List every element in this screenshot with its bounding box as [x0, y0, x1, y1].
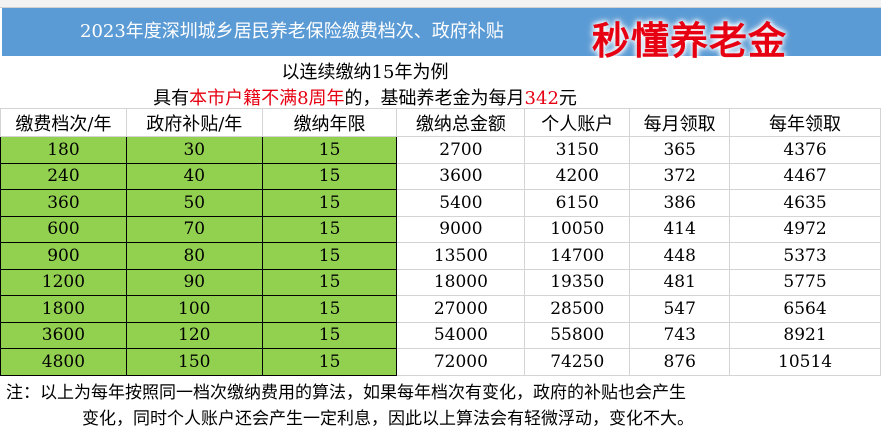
condition-post: 元	[558, 88, 577, 109]
table-cell[interactable]: 1200	[0, 268, 127, 296]
table-cell[interactable]: 360	[0, 189, 127, 217]
table-cell[interactable]: 72000	[396, 348, 526, 376]
table-cell[interactable]: 547	[629, 295, 731, 323]
table-cell[interactable]: 3600	[0, 321, 127, 349]
table-cell[interactable]: 8921	[729, 321, 881, 349]
table-row: 180 30 15 2700 3150 365 4376	[0, 136, 881, 164]
table-cell[interactable]: 100	[125, 295, 263, 323]
banner-title: 2023年度深圳城乡居民养老保险缴费档次、政府补贴	[80, 21, 504, 42]
table-cell[interactable]: 10050	[524, 215, 631, 243]
table-cell[interactable]: 372	[629, 162, 731, 190]
table-cell[interactable]: 15	[261, 162, 398, 190]
table-cell[interactable]: 15	[261, 295, 398, 323]
condition-highlight: 本市户籍不满8周年	[189, 88, 345, 109]
table-cell[interactable]: 70	[125, 215, 263, 243]
watermark-stamp: 秒懂养老金	[592, 19, 788, 63]
condition-pre: 具有	[153, 88, 190, 109]
column-header: 政府补贴/年	[125, 108, 263, 137]
table-cell[interactable]: 15	[261, 348, 398, 376]
column-header: 每月领取	[629, 108, 731, 137]
table-cell[interactable]: 3600	[396, 162, 526, 190]
table-cell[interactable]: 30	[125, 136, 263, 164]
subtitle: 以连续缴纳15年为例	[281, 62, 449, 83]
table-cell[interactable]: 54000	[396, 321, 526, 349]
table-cell[interactable]: 15	[261, 242, 398, 270]
table-cell[interactable]: 240	[0, 162, 127, 190]
table-cell[interactable]: 74250	[524, 348, 631, 376]
table-cell[interactable]: 448	[629, 242, 731, 270]
footnote: 注：以上为每年按照同一档次缴纳费用的算法，如果每年档次有变化，政府的补贴也会产生…	[6, 380, 881, 432]
column-header: 每年领取	[729, 108, 881, 137]
column-header-strip	[0, 0, 881, 8]
table-cell[interactable]: 13500	[396, 242, 526, 270]
table-row: 1200 90 15 18000 19350 481 5775	[0, 268, 881, 296]
table-cell[interactable]: 5775	[729, 268, 881, 296]
table-cell[interactable]: 15	[261, 268, 398, 296]
table-cell[interactable]: 15	[261, 215, 398, 243]
table-cell[interactable]: 6564	[729, 295, 881, 323]
table-cell[interactable]: 90	[125, 268, 263, 296]
table-cell[interactable]: 1800	[0, 295, 127, 323]
table-cell[interactable]: 80	[125, 242, 263, 270]
table-row: 600 70 15 9000 10050 414 4972	[0, 215, 881, 243]
table-cell[interactable]: 15	[261, 136, 398, 164]
column-header: 个人账户	[524, 108, 631, 137]
condition-mid: 的，基础养老金为每月	[344, 88, 525, 109]
table-row: 4800 150 15 72000 74250 876 10514	[0, 348, 881, 376]
table-cell[interactable]: 4972	[729, 215, 881, 243]
table-cell[interactable]: 55800	[524, 321, 631, 349]
table-cell[interactable]: 4635	[729, 189, 881, 217]
table-cell[interactable]: 120	[125, 321, 263, 349]
note-line-2: 变化，同时个人账户还会产生一定利息，因此以上算法会有轻微浮动，变化不大。	[82, 409, 694, 429]
table-cell[interactable]: 386	[629, 189, 731, 217]
table-cell[interactable]: 19350	[524, 268, 631, 296]
table-cell[interactable]: 4800	[0, 348, 127, 376]
table-cell[interactable]: 600	[0, 215, 127, 243]
table-cell[interactable]: 180	[0, 136, 127, 164]
table-cell[interactable]: 6150	[524, 189, 631, 217]
column-header: 缴纳年限	[261, 108, 398, 137]
table-cell[interactable]: 10514	[729, 348, 881, 376]
table-cell[interactable]: 481	[629, 268, 731, 296]
table-row: 360 50 15 5400 6150 386 4635	[0, 189, 881, 217]
table-cell[interactable]: 50	[125, 189, 263, 217]
table-cell[interactable]: 15	[261, 321, 398, 349]
condition-amount: 342	[524, 88, 559, 109]
table-row: 3600 120 15 54000 55800 743 8921	[0, 321, 881, 349]
table-row: 1800 100 15 27000 28500 547 6564	[0, 295, 881, 323]
table-cell[interactable]: 9000	[396, 215, 526, 243]
table-cell[interactable]: 414	[629, 215, 731, 243]
table-cell[interactable]: 365	[629, 136, 731, 164]
table-cell[interactable]: 2700	[396, 136, 526, 164]
title-banner: 2023年度深圳城乡居民养老保险缴费档次、政府补贴	[2, 8, 881, 56]
pension-table: 缴费档次/年 政府补贴/年 缴纳年限 缴纳总金额 个人账户 每月领取 每年领取 180 30 15…	[0, 108, 881, 376]
table-cell[interactable]: 5400	[396, 189, 526, 217]
table-cell[interactable]: 28500	[524, 295, 631, 323]
table-cell[interactable]: 900	[0, 242, 127, 270]
table-cell[interactable]: 27000	[396, 295, 526, 323]
table-cell[interactable]: 876	[629, 348, 731, 376]
header-row: 缴费档次/年 政府补贴/年 缴纳年限 缴纳总金额 个人账户 每月领取 每年领取	[0, 108, 881, 137]
table-cell[interactable]: 18000	[396, 268, 526, 296]
column-header: 缴纳总金额	[396, 108, 526, 137]
table-cell[interactable]: 150	[125, 348, 263, 376]
table-cell[interactable]: 14700	[524, 242, 631, 270]
table-row: 240 40 15 3600 4200 372 4467	[0, 162, 881, 190]
note-line-1: 注：以上为每年按照同一档次缴纳费用的算法，如果每年档次有变化，政府的补贴也会产生	[6, 383, 686, 403]
table-cell[interactable]: 5373	[729, 242, 881, 270]
table-cell[interactable]: 15	[261, 189, 398, 217]
column-header: 缴费档次/年	[0, 108, 127, 137]
table-cell[interactable]: 4467	[729, 162, 881, 190]
table-cell[interactable]: 40	[125, 162, 263, 190]
table-cell[interactable]: 3150	[524, 136, 631, 164]
table-cell[interactable]: 743	[629, 321, 731, 349]
table-row: 900 80 15 13500 14700 448 5373	[0, 242, 881, 270]
condition-line: 具有本市户籍不满8周年的，基础养老金为每月342元	[0, 84, 730, 110]
table-cell[interactable]: 4376	[729, 136, 881, 164]
table-cell[interactable]: 4200	[524, 162, 631, 190]
